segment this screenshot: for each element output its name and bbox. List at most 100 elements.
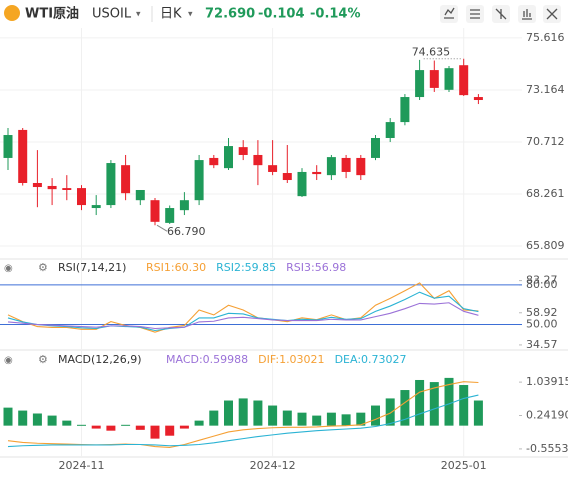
candle-body — [326, 157, 336, 176]
candle-body — [341, 157, 351, 172]
histogram-bar — [312, 415, 322, 426]
histogram-bar — [400, 390, 410, 426]
histogram-bar — [429, 382, 439, 426]
y-tick-label: 58.92 — [526, 306, 558, 319]
histogram-bar — [371, 405, 380, 426]
panel-title: RSI(7,14,21) — [58, 261, 126, 274]
candle-body — [473, 97, 483, 101]
histogram-bar — [47, 415, 57, 426]
tool-icon — [470, 9, 480, 19]
candle-body — [91, 205, 101, 209]
histogram-bar — [62, 420, 72, 426]
histogram-bar — [282, 410, 292, 426]
price: 72.690 — [205, 7, 255, 22]
change: -0.104 — [258, 7, 305, 22]
tool-icon — [444, 7, 455, 19]
legend-entry: RSI2:59.85 — [216, 261, 276, 274]
settings-icon[interactable]: ⚙ — [38, 261, 48, 274]
candle-body — [18, 129, 28, 183]
legend-entry: DIF:1.03021 — [258, 353, 324, 366]
symbol[interactable]: USOIL — [92, 7, 132, 22]
candle-body — [224, 146, 233, 169]
histogram-bar — [179, 425, 189, 429]
candle-body — [312, 171, 322, 175]
histogram-bar — [268, 405, 278, 426]
y-tick-label: -0.55535 — [526, 442, 568, 455]
histogram-bar — [224, 400, 233, 426]
histogram-bar — [18, 410, 28, 426]
candle-body — [415, 70, 425, 98]
y-tick-label: 75.616 — [526, 31, 565, 44]
tool-icon — [495, 8, 507, 20]
legend-entry: RSI3:56.98 — [286, 261, 346, 274]
dropdown-icon[interactable]: ▾ — [188, 10, 193, 20]
y-tick-label: 65.809 — [526, 239, 565, 252]
histogram-bar — [121, 424, 131, 426]
candle-body — [209, 157, 219, 166]
legend-entry: DEA:0.73027 — [335, 353, 407, 366]
toolbar — [440, 5, 561, 23]
tool-icon — [546, 8, 558, 20]
eye-icon[interactable]: ◉ — [4, 355, 13, 366]
histogram-bar — [165, 425, 175, 436]
y-tick-label: 1.03915 — [526, 375, 568, 388]
y-tick-label: 68.261 — [526, 187, 565, 200]
eye-icon[interactable]: ◉ — [4, 263, 13, 274]
tool-button[interactable] — [440, 5, 458, 23]
candle-body — [459, 65, 469, 96]
candle-body — [106, 163, 116, 206]
change-percent: -0.14% — [310, 7, 361, 22]
series-line — [7, 302, 479, 330]
candle-body — [194, 160, 204, 201]
histogram-bar — [326, 412, 336, 426]
candle-body — [121, 165, 131, 194]
series-line — [7, 291, 479, 332]
y-tick-label: 80.00 — [526, 278, 558, 291]
y-tick-label: 50.00 — [526, 318, 558, 331]
histogram-bar — [77, 424, 86, 426]
x-tick-label: 2025-01 — [441, 459, 487, 472]
y-tick-label: 0.24190 — [526, 409, 568, 422]
logo — [4, 5, 20, 21]
candle-body — [385, 122, 395, 138]
instrument-name: WTI原油 — [25, 6, 79, 22]
candle-body — [444, 68, 454, 90]
low-annotation: 66.790 — [167, 225, 206, 238]
legend-entry: MACD:0.59988 — [166, 353, 248, 366]
histogram-bar — [297, 412, 307, 426]
candle-body — [297, 171, 307, 197]
panel-title: MACD(12,26,9) — [58, 353, 142, 366]
candle-body — [356, 157, 366, 176]
candle-body — [165, 208, 175, 223]
histogram-bar — [150, 425, 160, 439]
histogram-bar — [385, 398, 395, 426]
series-line — [7, 282, 479, 333]
candle-body — [282, 173, 292, 181]
histogram-bar — [3, 407, 13, 426]
histogram-bar — [415, 379, 425, 426]
candle-body — [238, 147, 248, 155]
period[interactable]: 日K — [160, 7, 182, 22]
x-tick-label: 2024-12 — [250, 459, 296, 472]
candle-body — [3, 135, 13, 158]
candle-body — [371, 138, 380, 158]
candle-body — [77, 188, 86, 206]
histogram-bar — [459, 385, 469, 426]
histogram-bar — [194, 420, 204, 426]
histogram-bar — [91, 425, 101, 429]
candle-body — [179, 200, 189, 211]
dropdown-icon[interactable]: ▾ — [136, 10, 141, 20]
settings-icon[interactable]: ⚙ — [38, 353, 48, 366]
annotation-leader — [156, 224, 168, 232]
x-tick-label: 2024-11 — [59, 459, 105, 472]
histogram-bar — [341, 414, 351, 426]
histogram-bar — [356, 412, 366, 426]
y-tick-label: 83.27 — [526, 274, 558, 287]
histogram-bar — [135, 425, 145, 430]
candle-body — [62, 188, 72, 190]
histogram-bar — [473, 400, 483, 426]
histogram-bar — [253, 400, 263, 426]
legend-entry: RSI1:60.30 — [146, 261, 206, 274]
